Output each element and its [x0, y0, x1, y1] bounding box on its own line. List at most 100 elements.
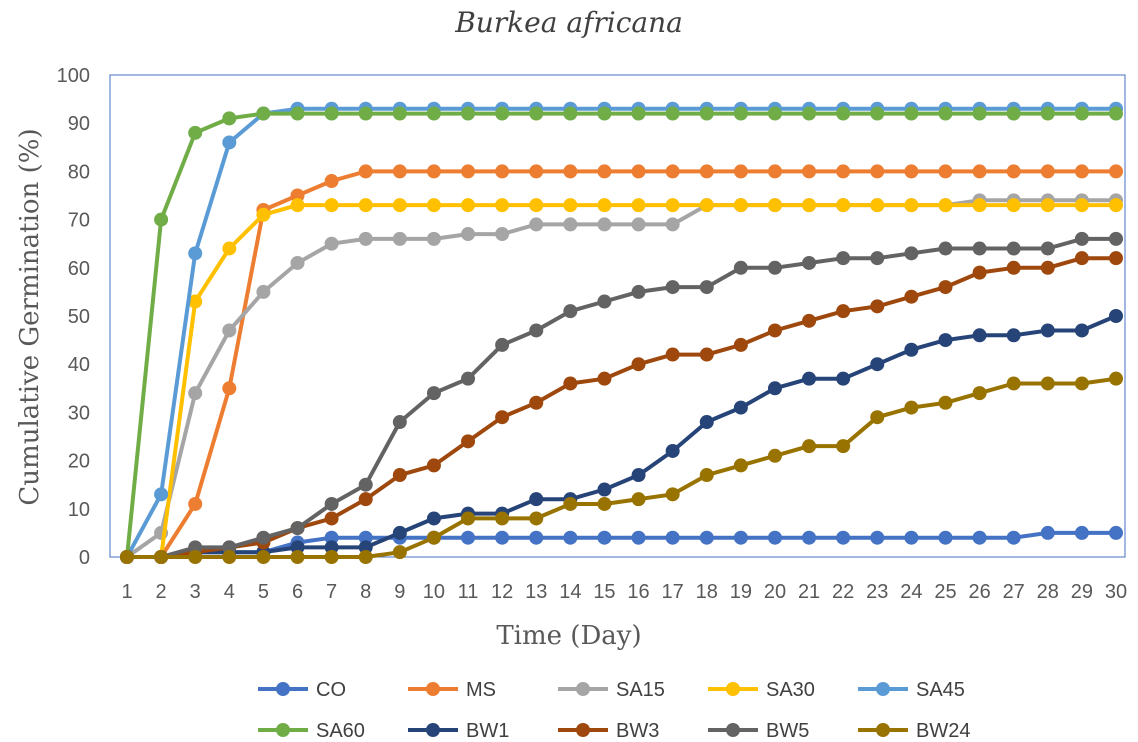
y-tick-label: 80: [68, 161, 90, 183]
data-point-bw24: [188, 550, 203, 564]
x-tick-label: 25: [934, 581, 956, 603]
data-point-sa30: [904, 198, 919, 213]
data-point-ms: [938, 164, 953, 179]
data-point-bw24: [699, 468, 714, 483]
legend-item-sa15: SA15: [558, 679, 665, 701]
data-point-sa60: [222, 111, 237, 126]
data-point-sa15: [358, 231, 373, 246]
data-point-bw1: [1074, 323, 1089, 338]
series-line-bw24: [125, 376, 1118, 559]
data-point-bw24: [324, 550, 339, 564]
x-tick-label: 15: [593, 581, 615, 603]
data-point-sa30: [256, 207, 271, 222]
data-point-bw3: [1109, 251, 1123, 266]
data-point-ms: [529, 164, 544, 179]
data-point-ms: [563, 164, 578, 179]
x-tick-label: 30: [1105, 581, 1127, 603]
data-point-ms: [904, 164, 919, 179]
data-point-sa15: [495, 227, 510, 242]
data-point-bw5: [290, 521, 305, 536]
legend-marker: [276, 723, 290, 737]
data-point-bw3: [1006, 260, 1021, 275]
series-sa60: [120, 106, 1123, 564]
data-point-bw24: [1040, 376, 1055, 391]
data-point-bw5: [836, 251, 851, 266]
data-point-ms: [802, 164, 817, 179]
data-point-sa15: [222, 323, 237, 338]
legend-label: SA45: [916, 679, 965, 701]
data-point-bw3: [392, 468, 407, 483]
x-axis-ticks: 1 2 3 4 5 6 7 8 9 10 11 12 13 14 15 16 17 18 19 20 21 22 23 24 2…: [121, 581, 1127, 603]
data-point-sa30: [767, 198, 782, 213]
data-point-sa30: [1040, 198, 1055, 213]
data-point-co: [836, 530, 851, 545]
data-point-bw1: [665, 443, 680, 458]
data-point-bw1: [699, 415, 714, 430]
data-point-bw3: [870, 299, 885, 314]
data-point-bw24: [256, 550, 271, 564]
data-point-sa15: [188, 386, 203, 401]
data-point-bw24: [767, 448, 782, 463]
data-point-ms: [426, 164, 441, 179]
data-point-bw3: [836, 304, 851, 319]
legend: CO MS SA15 SA30 SA45 SA60 BW1 BW3 BW5 BW24: [258, 679, 970, 742]
data-point-co: [938, 530, 953, 545]
legend-marker: [426, 723, 440, 737]
data-point-sa30: [495, 198, 510, 213]
data-point-sa60: [563, 106, 578, 121]
data-point-co: [631, 530, 646, 545]
x-tick-label: 8: [360, 581, 371, 603]
data-point-bw5: [222, 540, 237, 555]
legend-item-bw24: BW24: [858, 720, 970, 742]
data-point-sa60: [631, 106, 646, 121]
data-point-bw24: [733, 458, 748, 473]
data-point-sa30: [665, 198, 680, 213]
data-point-bw5: [938, 241, 953, 256]
data-point-bw24: [461, 511, 476, 526]
data-point-sa60: [802, 106, 817, 121]
series-line-ms: [125, 169, 1118, 559]
data-point-bw24: [290, 550, 305, 564]
legend-label: CO: [316, 679, 346, 701]
x-tick-label: 16: [627, 581, 649, 603]
data-point-bw24: [563, 496, 578, 511]
data-point-sa60: [188, 125, 203, 140]
data-point-bw1: [836, 371, 851, 386]
data-point-bw5: [256, 530, 271, 545]
data-point-bw3: [665, 347, 680, 362]
data-point-ms: [767, 164, 782, 179]
data-point-co: [870, 530, 885, 545]
x-tick-label: 23: [866, 581, 888, 603]
data-point-bw1: [972, 328, 987, 343]
x-tick-label: 17: [662, 581, 684, 603]
chart-title: Burkea africana: [454, 6, 683, 39]
x-tick-label: 20: [764, 581, 786, 603]
x-tick-label: 12: [491, 581, 513, 603]
data-point-ms: [1006, 164, 1021, 179]
data-point-co: [1040, 525, 1055, 540]
x-tick-label: 4: [224, 581, 235, 603]
data-point-sa30: [699, 198, 714, 213]
legend-label: SA15: [616, 679, 665, 701]
data-point-bw1: [529, 492, 544, 507]
data-point-sa30: [870, 198, 885, 213]
data-point-sa30: [222, 241, 237, 256]
data-point-sa60: [938, 106, 953, 121]
data-point-ms: [1109, 164, 1123, 179]
data-point-ms: [188, 496, 203, 511]
legend-marker: [426, 682, 440, 696]
data-point-bw24: [836, 439, 851, 454]
x-axis-label: Time (Day): [496, 621, 641, 651]
legend-marker: [276, 682, 290, 696]
data-point-sa30: [290, 198, 305, 213]
data-point-ms: [836, 164, 851, 179]
data-point-bw24: [870, 410, 885, 425]
data-point-sa15: [597, 217, 612, 232]
data-point-bw24: [972, 386, 987, 401]
data-point-sa60: [597, 106, 612, 121]
data-point-sa30: [972, 198, 987, 213]
series-line-bw3: [125, 256, 1118, 559]
data-point-sa30: [426, 198, 441, 213]
data-point-sa30: [1109, 198, 1123, 213]
